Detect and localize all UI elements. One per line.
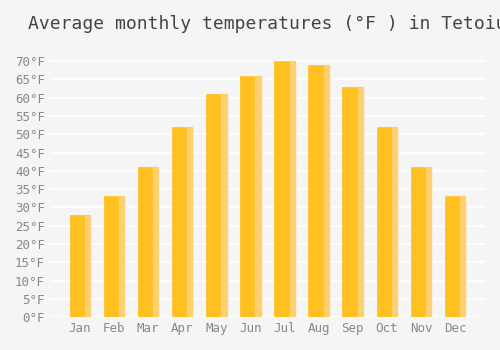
Bar [308, 65, 329, 317]
Bar [376, 127, 397, 317]
Bar [104, 196, 124, 317]
Bar [153, 167, 158, 317]
Bar [256, 76, 260, 317]
Bar [358, 87, 363, 317]
Bar [342, 87, 363, 317]
Title: Average monthly temperatures (°F ) in Tetoiu: Average monthly temperatures (°F ) in Te… [28, 15, 500, 33]
Bar [70, 215, 90, 317]
Bar [172, 127, 193, 317]
Bar [445, 196, 465, 317]
Bar [392, 127, 397, 317]
Bar [324, 65, 329, 317]
Bar [188, 127, 192, 317]
Bar [222, 94, 226, 317]
Bar [119, 196, 124, 317]
Bar [426, 167, 431, 317]
Bar [410, 167, 431, 317]
Bar [290, 61, 294, 317]
Bar [206, 94, 227, 317]
Bar [240, 76, 260, 317]
Bar [138, 167, 158, 317]
Bar [274, 61, 294, 317]
Bar [460, 196, 465, 317]
Bar [85, 215, 90, 317]
